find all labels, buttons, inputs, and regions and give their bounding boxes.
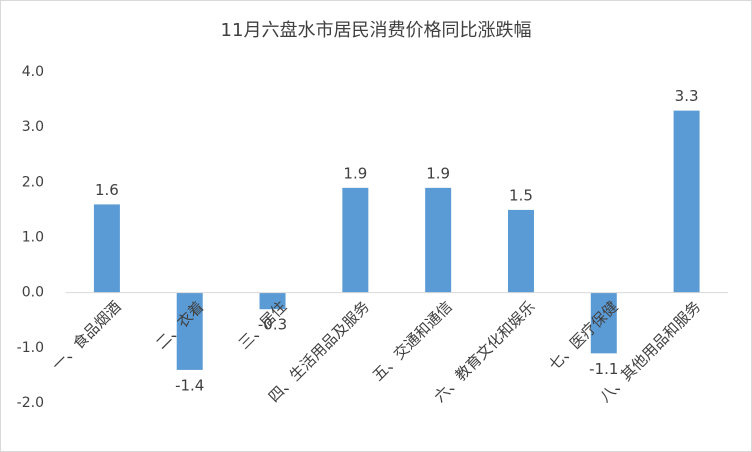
bar bbox=[259, 292, 286, 310]
y-tick-label: 1.0 bbox=[22, 230, 44, 246]
data-label: 3.3 bbox=[675, 87, 699, 105]
y-tick-label: -2.0 bbox=[17, 395, 44, 411]
data-label: 1.9 bbox=[426, 164, 450, 182]
data-label: -1.4 bbox=[175, 376, 204, 394]
y-tick-label: 0.0 bbox=[22, 285, 44, 301]
bar bbox=[590, 292, 617, 354]
y-tick-label: 3.0 bbox=[22, 119, 44, 135]
bar bbox=[425, 187, 452, 293]
data-label: -1.1 bbox=[589, 360, 618, 378]
bar bbox=[673, 110, 700, 293]
bar bbox=[176, 292, 203, 370]
bar bbox=[507, 209, 534, 293]
bar bbox=[93, 204, 120, 293]
data-label: -0.3 bbox=[258, 316, 287, 334]
data-label: 1.6 bbox=[95, 181, 119, 199]
data-label: 1.9 bbox=[343, 164, 367, 182]
data-label: 1.5 bbox=[509, 186, 533, 204]
chart-title: 11月六盘水市居民消费价格同比涨跌幅 bbox=[221, 20, 532, 41]
y-tick-label: 4.0 bbox=[22, 64, 44, 80]
bar bbox=[342, 187, 369, 293]
y-tick-label: 2.0 bbox=[22, 174, 44, 190]
y-tick-label: -1.0 bbox=[17, 340, 44, 356]
